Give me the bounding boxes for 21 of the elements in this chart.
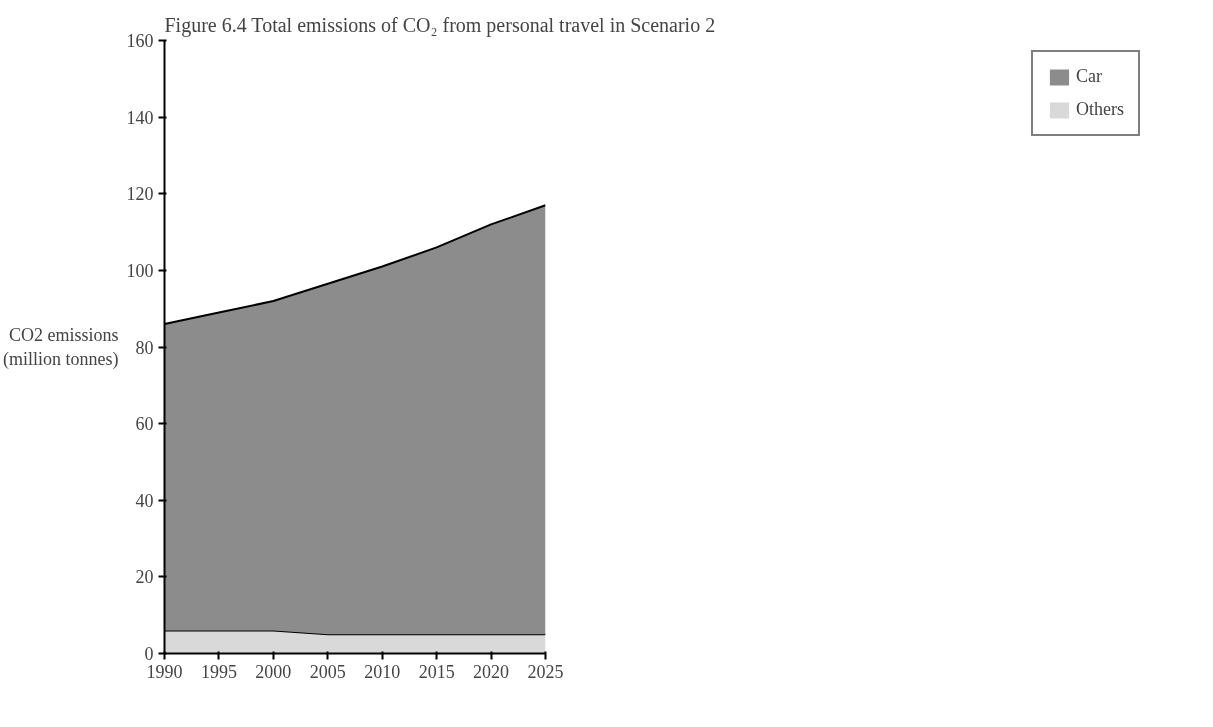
x-tick-label: 2000 (255, 661, 292, 682)
x-tick-label: 2015 (418, 661, 455, 682)
x-tick-label: 2020 (473, 661, 510, 682)
y-tick-label: 120 (126, 184, 154, 205)
x-tick-label: 2005 (309, 661, 346, 682)
x-tick-label: 2010 (364, 661, 401, 682)
y-tick-label: 160 (126, 31, 154, 51)
chart-title: Figure 6.4 Total emissions of CO₂ from personal travel in Scenario 2 (164, 13, 716, 37)
x-tick-label: 2025 (527, 661, 564, 682)
legend-label: Car (1076, 66, 1102, 87)
y-tick-label: 100 (126, 260, 154, 281)
x-tick-label: 1990 (146, 661, 183, 682)
y-tick-label: 20 (135, 567, 154, 588)
y-tick-label: 80 (135, 337, 154, 358)
y-axis-title: CO2 emissions (million tonnes) (3, 325, 119, 370)
y-tick-label: 40 (135, 490, 154, 511)
y-tick-label: 0 (144, 644, 154, 664)
y-tick-label: 140 (126, 107, 154, 128)
legend-label: Others (1076, 99, 1124, 120)
y-tick-label: 60 (135, 414, 154, 435)
x-tick-label: 1995 (200, 661, 237, 682)
